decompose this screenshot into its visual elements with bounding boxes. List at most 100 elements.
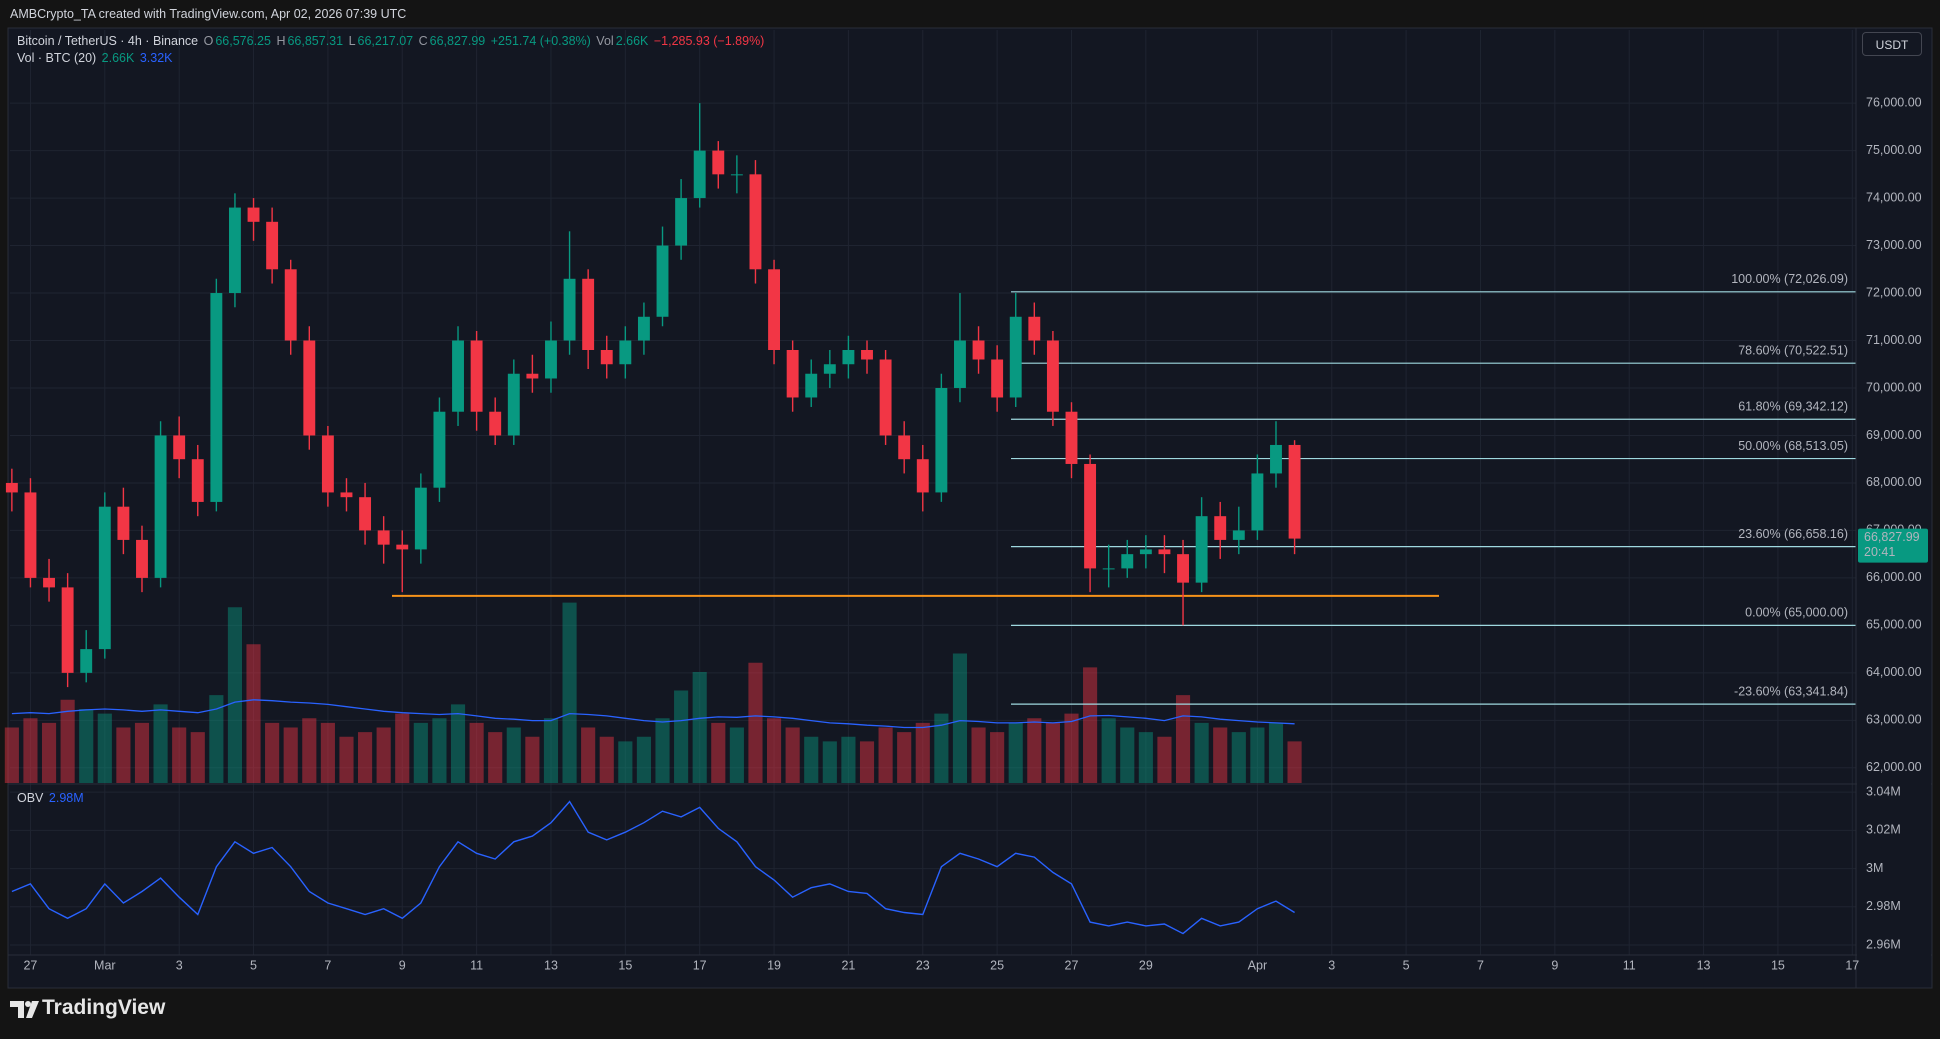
volume-bar xyxy=(153,704,168,783)
volume-bar xyxy=(766,718,782,783)
volume-bar xyxy=(1101,718,1116,783)
x-tick-label: 13 xyxy=(544,958,558,972)
x-tick-label: 19 xyxy=(767,958,781,972)
candle-body xyxy=(489,411,502,436)
candle-body xyxy=(1214,516,1227,540)
volume-bar xyxy=(897,732,912,783)
candle-body xyxy=(786,350,799,398)
volume-bar xyxy=(599,736,614,783)
volume-bar xyxy=(376,727,391,783)
x-tick-label: 3 xyxy=(176,958,183,972)
volume-bar xyxy=(209,695,224,783)
y-tick-label: 62,000.00 xyxy=(1866,760,1922,774)
candle-body xyxy=(154,435,167,578)
x-tick-label: Apr xyxy=(1248,958,1267,972)
candle-body xyxy=(61,587,74,673)
candle-body xyxy=(730,174,743,176)
y-tick-label: 70,000.00 xyxy=(1866,380,1922,394)
candle-body xyxy=(1065,411,1078,464)
y-tick-label: 75,000.00 xyxy=(1866,143,1922,157)
x-tick-label: 11 xyxy=(470,958,483,972)
obv-tick-label: 2.96M xyxy=(1866,937,1901,951)
volume-bar xyxy=(1194,722,1209,783)
candle-body xyxy=(935,387,948,493)
candle-body xyxy=(5,482,18,493)
legend-value: 66,217.07 xyxy=(357,34,414,48)
candle-body xyxy=(266,221,279,270)
axes: 27 Mar 3 5 7 9 11 13 15 17 19 21 23 25 27 29 Apr 3 5 7 9 11 13… xyxy=(8,28,1932,988)
logo-shape xyxy=(26,1001,39,1018)
last-price-box xyxy=(1858,528,1928,563)
volume-bar xyxy=(134,722,150,783)
currency-button[interactable]: USDT xyxy=(1862,32,1922,56)
volume-bar xyxy=(674,690,689,783)
volume-bar xyxy=(4,727,19,783)
obv-value: 2.98M xyxy=(48,791,84,805)
legend-change: −1,285.93 (−1.89%) xyxy=(653,34,765,48)
volume-bar xyxy=(23,718,38,783)
candle-body xyxy=(136,539,148,578)
header: AMBCrypto_TA created with TradingView.co… xyxy=(10,7,407,21)
candle-body xyxy=(247,207,260,222)
candle-body xyxy=(1177,554,1189,583)
x-tick-label: 9 xyxy=(399,958,406,972)
legend-key: Vol xyxy=(596,34,614,48)
obv-tick-label: 2.98M xyxy=(1866,899,1901,913)
candle-body xyxy=(582,278,595,351)
volume-bar xyxy=(227,607,243,783)
volume-bar xyxy=(41,722,57,783)
candle-body xyxy=(1158,549,1171,555)
candle-body xyxy=(359,497,372,531)
fib-label: 100.00% (72,026.09) xyxy=(1731,272,1848,286)
price-axis xyxy=(1857,29,1931,987)
countdown: 20:41 xyxy=(1864,545,1895,559)
candle-body xyxy=(898,435,911,460)
legend-value: 2.66K xyxy=(615,34,649,48)
legend-key: H xyxy=(276,34,286,48)
y-tick-label: 64,000.00 xyxy=(1866,665,1922,679)
volume-bar xyxy=(283,727,298,783)
volume-bar xyxy=(450,704,466,783)
candle-body xyxy=(916,459,929,493)
fib-label: 78.60% (70,522.51) xyxy=(1738,343,1848,357)
x-tick-label: 11 xyxy=(1623,958,1636,972)
x-tick-label: 23 xyxy=(916,958,930,972)
candle-body xyxy=(545,340,557,379)
candle-body xyxy=(842,350,855,365)
volume-bar xyxy=(1064,713,1079,783)
volume-bar xyxy=(1250,727,1265,783)
volume-bar xyxy=(79,709,94,783)
candle-body xyxy=(972,340,985,360)
y-tick-label: 72,000.00 xyxy=(1866,285,1922,299)
x-tick-label: 7 xyxy=(1477,958,1484,972)
logo-shape xyxy=(25,1001,31,1007)
x-tick-label: 25 xyxy=(990,958,1004,972)
candle-body xyxy=(1102,568,1115,570)
candle-body xyxy=(433,411,446,488)
volume-bar xyxy=(1231,732,1246,783)
candle-body xyxy=(1121,554,1134,569)
volume-bar xyxy=(878,727,893,783)
candle-body xyxy=(43,577,55,588)
obv-name: OBV xyxy=(17,791,44,805)
candle-body xyxy=(1046,340,1059,412)
obv-line xyxy=(11,800,1295,935)
obv-tick-label: 3.04M xyxy=(1866,784,1901,798)
candle-body xyxy=(98,506,111,650)
y-tick-label: 71,000.00 xyxy=(1866,333,1922,347)
volume-bar xyxy=(618,741,633,783)
candle-body xyxy=(991,359,1004,398)
candle-body xyxy=(321,435,334,493)
x-tick-label: Mar xyxy=(94,958,116,972)
volume-bar xyxy=(432,718,447,783)
candle-body xyxy=(1009,316,1022,398)
candle-body xyxy=(879,359,892,436)
x-tick-label: 9 xyxy=(1551,958,1558,972)
symbol: Bitcoin / TetherUS · 4h · Binance xyxy=(17,34,199,48)
volume-bar xyxy=(562,602,577,783)
y-tick-label: 63,000.00 xyxy=(1866,713,1922,727)
x-tick-label: 3 xyxy=(1328,958,1335,972)
fib-label: 61.80% (69,342.12) xyxy=(1738,400,1848,414)
